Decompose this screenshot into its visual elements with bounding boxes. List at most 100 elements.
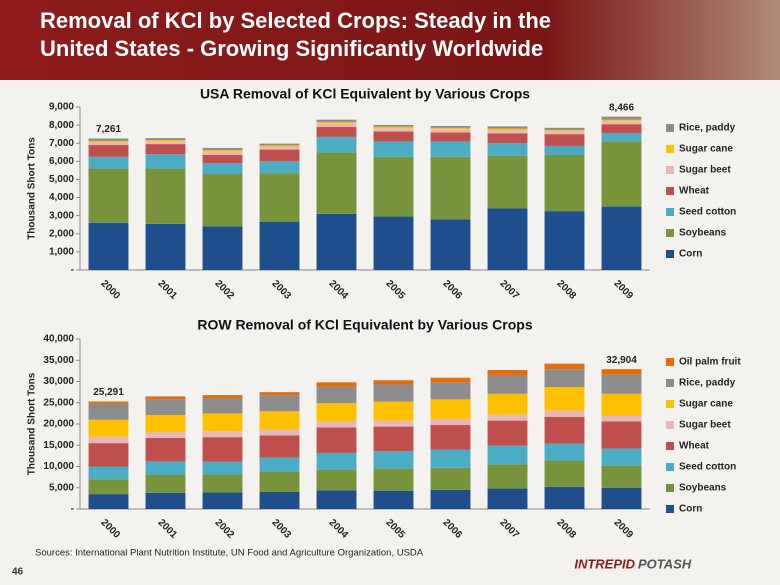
bar-segment bbox=[601, 421, 642, 449]
y-tick-label: 10,000 bbox=[43, 461, 74, 472]
bar-segment bbox=[88, 142, 129, 146]
legend-swatch bbox=[666, 187, 674, 195]
page-number: 46 bbox=[12, 567, 24, 578]
bar-segment bbox=[145, 432, 186, 439]
bar-segment bbox=[145, 415, 186, 433]
bar-segment bbox=[487, 420, 528, 446]
bar-segment bbox=[373, 131, 414, 142]
y-axis-label: Thousand Short Tons bbox=[27, 137, 38, 240]
bar-segment bbox=[544, 369, 585, 388]
bar-segment bbox=[259, 161, 300, 174]
bar-segment bbox=[145, 396, 186, 400]
bar-segment bbox=[202, 151, 243, 155]
y-tick-label: 25,000 bbox=[43, 397, 74, 408]
bar-segment bbox=[202, 474, 243, 493]
bar-segment bbox=[259, 146, 300, 150]
bar-segment bbox=[430, 132, 471, 142]
bar-segment bbox=[88, 403, 129, 420]
bar-segment bbox=[373, 451, 414, 469]
bar-segment bbox=[316, 126, 357, 137]
bar-segment bbox=[145, 154, 186, 169]
bar-segment bbox=[316, 152, 357, 214]
legend-swatch bbox=[666, 484, 674, 492]
bar-segment bbox=[202, 437, 243, 462]
bar-segment bbox=[430, 127, 471, 130]
bar-segment bbox=[202, 492, 243, 509]
bar-segment bbox=[88, 222, 129, 270]
legend-label: Rice, paddy bbox=[679, 378, 736, 389]
x-tick-label: 2002 bbox=[213, 517, 237, 541]
legend-label: Corn bbox=[679, 504, 702, 515]
bar-segment bbox=[88, 494, 129, 509]
bar-segment bbox=[202, 461, 243, 475]
bar-segment bbox=[601, 141, 642, 207]
legend-label: Soybeans bbox=[679, 483, 727, 494]
bar-segment bbox=[487, 370, 528, 376]
bar-segment bbox=[316, 427, 357, 453]
legend-swatch bbox=[666, 166, 674, 174]
bar-segment bbox=[373, 401, 414, 421]
bar-segment bbox=[487, 130, 528, 134]
bar-segment bbox=[544, 410, 585, 417]
legend-swatch bbox=[666, 421, 674, 429]
bar-segment bbox=[544, 443, 585, 461]
chart-title: USA Removal of KCl Equivalent by Various… bbox=[200, 86, 530, 102]
bar-segment bbox=[373, 420, 414, 427]
bar-segment bbox=[544, 486, 585, 509]
bar-segment bbox=[259, 435, 300, 458]
bar-segment bbox=[259, 411, 300, 430]
legend-label: Sugar beet bbox=[679, 165, 731, 176]
bar-segment bbox=[88, 443, 129, 467]
y-tick-label: 8,000 bbox=[49, 120, 74, 131]
bar-segment bbox=[487, 464, 528, 489]
bar-segment bbox=[316, 469, 357, 491]
bar-segment bbox=[601, 415, 642, 422]
bar-segment bbox=[544, 460, 585, 487]
bar-segment bbox=[487, 128, 528, 131]
bar-segment bbox=[544, 363, 585, 370]
y-tick-label: 4,000 bbox=[49, 192, 74, 203]
bar-segment bbox=[487, 155, 528, 209]
bar-segment bbox=[88, 138, 129, 141]
bar-segment bbox=[373, 141, 414, 157]
y-tick-label: 15,000 bbox=[43, 440, 74, 451]
bar-segment bbox=[145, 144, 186, 155]
y-tick-label: - bbox=[71, 504, 74, 515]
bar-segment bbox=[601, 369, 642, 375]
bar-segment bbox=[373, 426, 414, 452]
bar-segment bbox=[430, 449, 471, 468]
x-tick-label: 2002 bbox=[213, 278, 237, 302]
y-tick-label: 35,000 bbox=[43, 355, 74, 366]
bar-segment bbox=[373, 468, 414, 491]
x-tick-label: 2009 bbox=[612, 517, 636, 541]
bar-segment bbox=[88, 140, 129, 143]
y-tick-label: 9,000 bbox=[49, 102, 74, 113]
bar-segment bbox=[145, 438, 186, 462]
bar-segment bbox=[373, 128, 414, 132]
x-tick-label: 2007 bbox=[498, 278, 522, 302]
bar-segment bbox=[487, 133, 528, 144]
bar-segment bbox=[316, 421, 357, 428]
bar-segment bbox=[487, 393, 528, 415]
bar-segment bbox=[88, 419, 129, 437]
legend-swatch bbox=[666, 229, 674, 237]
bar-segment bbox=[259, 471, 300, 492]
slide-title: United States - Growing Significantly Wo… bbox=[40, 36, 543, 61]
bar-segment bbox=[601, 487, 642, 509]
total-label: 7,261 bbox=[96, 124, 121, 135]
source-note: Sources: International Plant Nutrition I… bbox=[35, 548, 424, 559]
bar-segment bbox=[373, 124, 414, 127]
bar-segment bbox=[202, 226, 243, 270]
bar-segment bbox=[145, 461, 186, 475]
y-tick-label: 3,000 bbox=[49, 210, 74, 221]
logo: POTASH bbox=[638, 556, 692, 571]
bar-segment bbox=[88, 479, 129, 495]
bar-segment bbox=[544, 145, 585, 155]
bar-segment bbox=[88, 401, 129, 404]
bar-segment bbox=[145, 168, 186, 224]
bar-segment bbox=[373, 156, 414, 217]
bar-segment bbox=[145, 141, 186, 145]
bar-segment bbox=[373, 126, 414, 129]
bar-segment bbox=[430, 156, 471, 220]
